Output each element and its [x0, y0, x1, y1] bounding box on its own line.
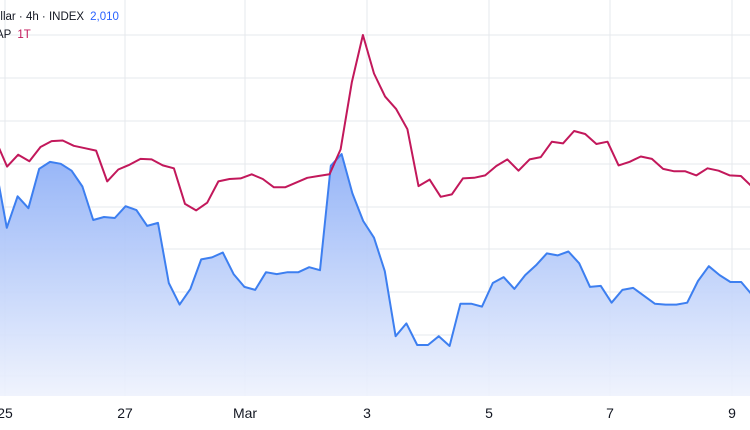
series-layer — [0, 34, 750, 396]
series-area-fill — [0, 154, 750, 396]
legend-series1-title: ollar · 4h · INDEX — [0, 11, 85, 23]
x-axis: 25 27 Mar 3 5 7 9 — [0, 405, 736, 421]
x-tick-label: 25 — [0, 405, 13, 421]
x-tick-label: 5 — [485, 405, 493, 421]
series-line-pink — [0, 34, 750, 212]
legend-series2-value: 1T — [17, 29, 31, 41]
x-tick-label: 3 — [363, 405, 371, 421]
legend: ollar · 4h · INDEX 2,010 AP 1T — [0, 8, 119, 44]
x-tick-label: 27 — [117, 405, 133, 421]
legend-series1-value: 2,010 — [90, 11, 119, 23]
legend-series2-title: AP — [0, 29, 12, 41]
x-tick-label: 9 — [728, 405, 736, 421]
legend-row-series2: AP 1T — [0, 26, 119, 44]
legend-row-series1: ollar · 4h · INDEX 2,010 — [0, 8, 119, 26]
x-tick-label: 7 — [606, 405, 614, 421]
x-tick-label: Mar — [233, 405, 257, 421]
